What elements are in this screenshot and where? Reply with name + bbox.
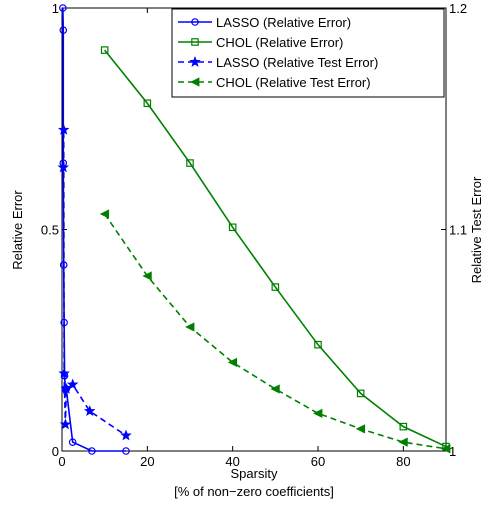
legend-label: LASSO (Relative Test Error) bbox=[216, 55, 378, 70]
series-4 bbox=[99, 209, 451, 454]
data-point bbox=[59, 4, 67, 12]
legend-entries: LASSO (Relative Error) CHOL (Relative Err… bbox=[178, 15, 378, 90]
y-axis-left-label: Relative Error bbox=[10, 190, 25, 270]
data-point bbox=[59, 418, 72, 430]
data-point bbox=[185, 322, 195, 332]
series-layer bbox=[57, 4, 451, 455]
x-axis-label: Sparsity bbox=[231, 466, 278, 481]
data-point bbox=[100, 46, 109, 54]
x-tick-label: 40 bbox=[225, 454, 239, 469]
y-right-tick-label: 1.1 bbox=[449, 223, 467, 238]
series-line bbox=[62, 129, 127, 437]
legend-marker bbox=[191, 38, 199, 46]
series-2 bbox=[100, 46, 450, 451]
data-point bbox=[441, 444, 451, 454]
data-point bbox=[142, 271, 152, 281]
data-point bbox=[59, 26, 68, 34]
data-point bbox=[122, 447, 130, 455]
data-point bbox=[227, 357, 238, 368]
x-tick-label: 0 bbox=[58, 454, 65, 469]
series-line bbox=[104, 213, 447, 450]
series-line bbox=[104, 49, 447, 448]
y-right-tick-label: 1 bbox=[449, 444, 456, 459]
data-point bbox=[88, 447, 96, 455]
data-point bbox=[270, 384, 280, 394]
legend-marker bbox=[190, 77, 200, 87]
data-point bbox=[57, 161, 70, 173]
data-point bbox=[355, 424, 366, 434]
series-3 bbox=[57, 123, 132, 441]
x-tick-label: 80 bbox=[396, 454, 410, 469]
data-point bbox=[398, 437, 408, 447]
y-right-tick-label: 1.2 bbox=[449, 1, 467, 16]
x-axis-label-line2: [% of non−zero coefficients] bbox=[174, 484, 334, 499]
data-point bbox=[399, 422, 408, 431]
y-left-tick-label: 1 bbox=[52, 1, 59, 16]
legend: LASSO (Relative Error) CHOL (Relative Err… bbox=[171, 8, 445, 98]
x-tick-label: 60 bbox=[311, 454, 325, 469]
data-point bbox=[83, 405, 96, 417]
legend-label: LASSO (Relative Error) bbox=[216, 15, 351, 30]
data-point bbox=[314, 340, 322, 349]
data-point bbox=[57, 123, 70, 135]
legend-label: CHOL (Relative Error) bbox=[216, 35, 343, 50]
data-point bbox=[66, 378, 79, 390]
data-point bbox=[120, 429, 132, 441]
data-point bbox=[186, 159, 194, 167]
legend-box bbox=[171, 8, 445, 98]
y-left-tick-label: 0 bbox=[52, 444, 59, 459]
legend-marker bbox=[191, 18, 199, 26]
data-point bbox=[68, 438, 77, 446]
legend-label: CHOL (Relative Test Error) bbox=[216, 75, 371, 90]
x-tick-label: 20 bbox=[140, 454, 154, 469]
data-point bbox=[99, 209, 110, 219]
legend-marker bbox=[189, 55, 201, 67]
data-point bbox=[228, 223, 237, 232]
data-point bbox=[356, 389, 365, 398]
y-left-tick-label: 0.5 bbox=[41, 223, 59, 238]
data-point bbox=[143, 99, 152, 108]
data-point bbox=[58, 367, 70, 379]
data-point bbox=[313, 408, 323, 418]
ticks-layer: 0 20 40 60 80 0 0.5 1 1 1.1 1.2 bbox=[41, 1, 467, 469]
y-axis-right-label: Relative Test Error bbox=[469, 176, 484, 283]
data-point bbox=[271, 283, 280, 291]
